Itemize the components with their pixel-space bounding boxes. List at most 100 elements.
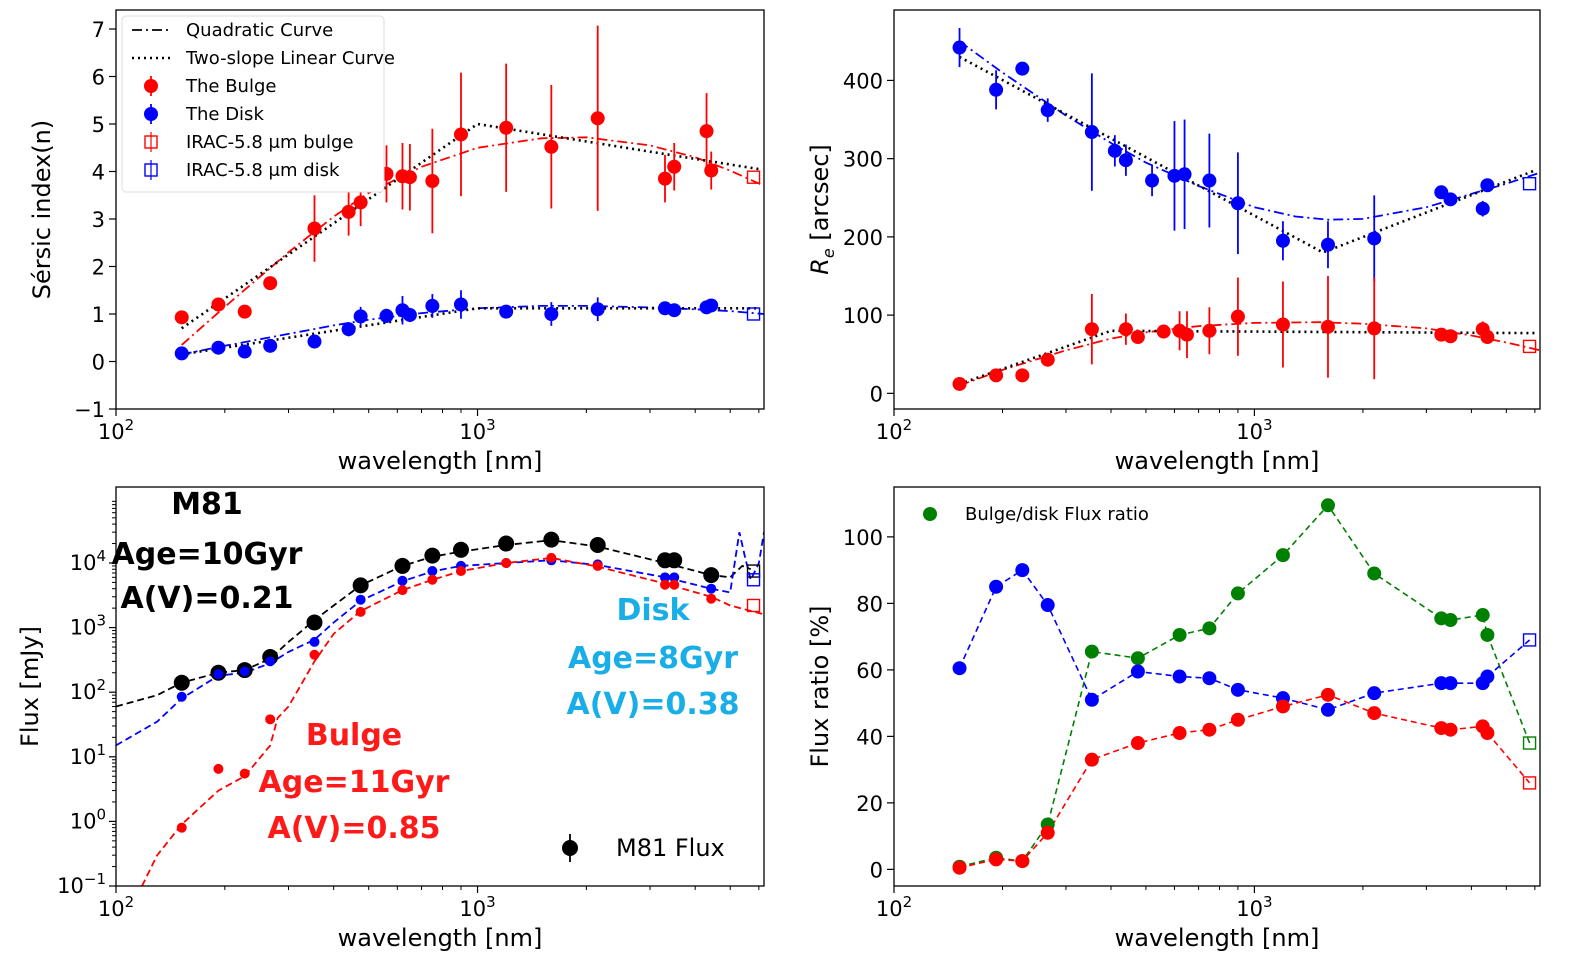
y-tick-label: 1 (92, 303, 105, 327)
x-tick-label: 102 (98, 416, 134, 444)
y-tick-label: 4 (92, 161, 105, 185)
data-point (1179, 327, 1194, 342)
data-point (213, 669, 224, 680)
data-point (1443, 722, 1458, 737)
data-point (355, 606, 366, 617)
data-point (499, 304, 514, 319)
legend-label: Quadratic Curve (186, 20, 333, 41)
data-point (353, 195, 368, 210)
irac-marker (1522, 176, 1537, 191)
data-point (455, 566, 466, 577)
data-point (239, 666, 250, 677)
data-point (590, 111, 605, 126)
y-tick-label: 7 (92, 18, 105, 42)
data-point (1130, 736, 1145, 751)
data-point (1480, 330, 1495, 345)
data-point (1015, 368, 1030, 383)
data-point (1475, 608, 1490, 623)
data-point (427, 566, 438, 577)
data-point (1202, 671, 1217, 686)
data-point (265, 656, 276, 667)
data-point (402, 170, 417, 185)
y-axis-label: Flux ratio [%] (806, 605, 834, 767)
annotation-disk: A(V)=0.38 (566, 687, 739, 722)
plot-area (174, 25, 764, 361)
data-point (424, 547, 441, 564)
data-point (952, 860, 967, 875)
y-tick-label: 100 (70, 805, 106, 833)
data-point (543, 531, 560, 548)
irac-marker (746, 170, 761, 184)
irac-marker (746, 573, 761, 587)
legend-marker (144, 107, 158, 121)
data-point (1230, 196, 1245, 211)
data-point (1177, 167, 1192, 182)
data-point (355, 594, 366, 605)
data-point (263, 276, 278, 291)
plot-area (116, 531, 764, 886)
data-point (952, 376, 967, 391)
y-tick-label: 80 (856, 592, 883, 616)
x-axis-label: wavelength [nm] (1115, 924, 1320, 952)
data-point (1130, 664, 1145, 679)
data-point (394, 557, 411, 574)
plot-area (952, 27, 1540, 391)
irac-marker (746, 598, 761, 613)
annotation-disk: Disk (617, 593, 691, 628)
data-point (989, 82, 1004, 97)
data-point (589, 536, 606, 553)
data-point (952, 661, 967, 676)
data-point (703, 567, 720, 584)
chart-flux: 102 103 10−1 100 101 102 103 104 wavelength [nm]… (16, 486, 765, 952)
y-tick-label: 10−1 (57, 870, 106, 898)
data-point (989, 368, 1004, 383)
data-point (989, 852, 1004, 867)
data-point (1172, 669, 1187, 684)
data-point (1275, 699, 1290, 714)
chart-sersic: 102 103 −1 0 1 2 3 4 5 6 7 wavelength [nm] Sérsic in… (28, 9, 765, 475)
data-point (397, 585, 408, 596)
data-point (592, 560, 603, 571)
data-point (1443, 676, 1458, 691)
legend-label: The Bulge (185, 76, 276, 97)
data-point (1118, 322, 1133, 337)
data-point (1275, 317, 1290, 332)
data-point (989, 579, 1004, 594)
y-axis-label: Re [arcsec] (806, 144, 838, 275)
data-point (659, 572, 670, 583)
ratio-line (959, 693, 1489, 869)
data-point (667, 159, 682, 174)
y-tick-label: 100 (843, 526, 883, 550)
data-point (341, 322, 356, 337)
data-point (427, 574, 438, 585)
irac-marker (1522, 633, 1537, 647)
data-point (452, 541, 469, 558)
data-point (546, 552, 557, 563)
y-tick-label: 40 (856, 725, 883, 749)
x-axis-label: wavelength [nm] (338, 447, 543, 475)
legend-label: IRAC-5.8 μm bulge (186, 132, 354, 153)
data-point (237, 304, 252, 319)
data-point (1367, 231, 1382, 246)
data-point (1275, 548, 1290, 563)
plot-frame (115, 486, 765, 887)
y-tick-label: 0 (870, 382, 883, 406)
data-point (1230, 712, 1245, 727)
legend-label: The Disk (185, 104, 264, 125)
data-point (1230, 309, 1245, 324)
data-point (379, 308, 394, 323)
data-point (1015, 61, 1030, 76)
data-point (1367, 686, 1382, 701)
data-point (590, 302, 605, 317)
data-point (309, 636, 320, 647)
data-point (1320, 498, 1335, 513)
legend: M81 Flux (562, 834, 725, 862)
data-point (174, 346, 189, 361)
x-tick-label: 102 (876, 416, 912, 444)
data-point (425, 298, 440, 313)
x-axis-label: wavelength [nm] (1115, 447, 1320, 475)
y-tick-label: 20 (856, 792, 883, 816)
chart-re: 102 103 0 100 200 300 400 wavelength [nm] Re [ar… (806, 9, 1541, 475)
legend-marker (144, 79, 158, 93)
legend-marker (923, 507, 937, 521)
